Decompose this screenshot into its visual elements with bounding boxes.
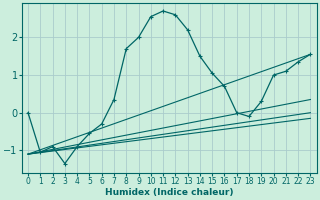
X-axis label: Humidex (Indice chaleur): Humidex (Indice chaleur) xyxy=(105,188,234,197)
